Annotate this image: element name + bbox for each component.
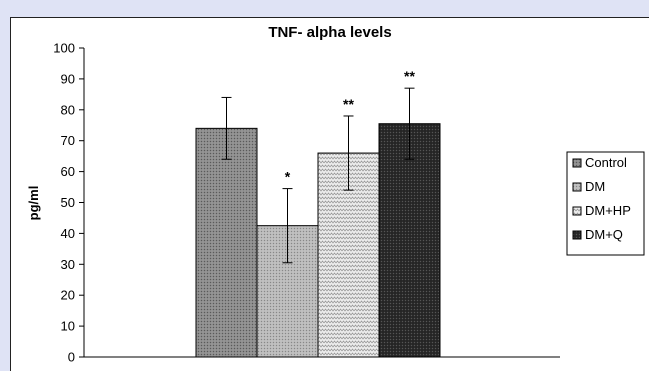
bar-group-dm: * [256,169,319,358]
legend: Control DM DM+HP DM+Q [566,151,645,256]
y-tick-label: 60 [61,164,75,179]
y-tick-label: 80 [61,102,75,117]
legend-swatch [572,182,582,192]
bar [195,127,258,358]
y-tick-label: 70 [61,133,75,148]
chart-title: TNF- alpha levels [268,24,391,41]
legend-label: Control [585,155,627,170]
legend-label: DM+HP [585,203,631,218]
bar-group-dm-hp: ** [317,96,380,358]
legend-swatch [572,206,582,216]
legend-label: DM [585,179,605,194]
y-axis-label: pg/ml [26,186,41,221]
y-tick-label: 10 [61,319,75,334]
y-tick-label: 90 [61,71,75,86]
legend-swatch [572,230,582,240]
bars: ***** [195,68,441,358]
y-tick-label: 0 [68,350,75,365]
bar [378,123,441,358]
legend-swatch [572,158,582,168]
y-tick-label: 100 [53,41,75,56]
y-tick-label: 30 [61,257,75,272]
y-tick-label: 50 [61,195,75,210]
y-tick-label: 20 [61,288,75,303]
significance-label: ** [343,96,354,112]
significance-label: ** [404,68,415,84]
y-tick-label: 40 [61,226,75,241]
bar-group-control [195,96,258,358]
bar-group-dm-q: ** [378,68,441,358]
significance-label: * [285,169,291,185]
legend-label: DM+Q [585,227,623,242]
